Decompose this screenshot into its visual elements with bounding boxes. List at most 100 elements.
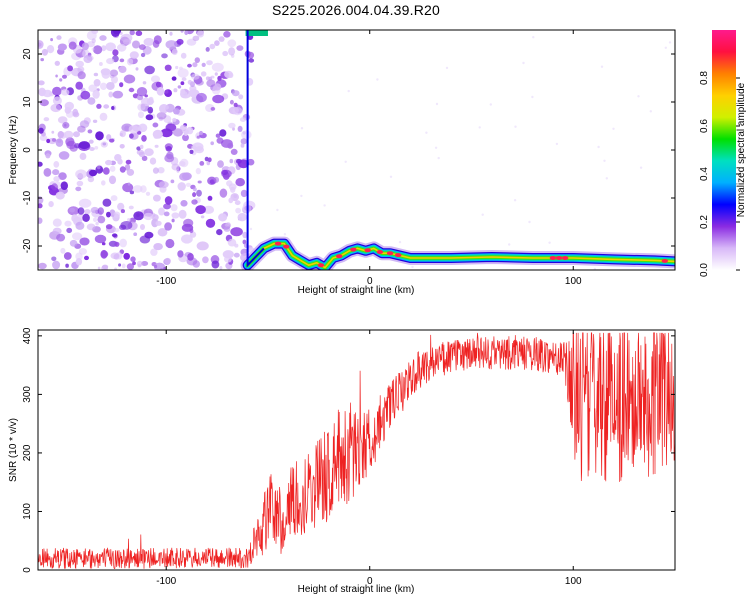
noise-blob [105, 159, 113, 166]
noise-blob [72, 108, 79, 116]
noise-blob [101, 242, 106, 246]
noise-blob [154, 264, 158, 269]
noise-blob [64, 101, 75, 111]
noise-blob [135, 67, 139, 71]
noise-blob [100, 68, 111, 76]
noise-blob [65, 110, 74, 118]
noise-blob [110, 195, 118, 202]
noise-blob [45, 153, 51, 159]
signal-peak [549, 256, 557, 260]
noise-speck [603, 159, 606, 162]
noise-blob [171, 48, 178, 56]
noise-blob [181, 77, 187, 81]
colorbar-gradient [712, 30, 736, 270]
noise-blob [140, 224, 145, 230]
noise-blob [197, 180, 202, 184]
noise-blob [140, 52, 146, 58]
noise-blob [219, 266, 223, 270]
noise-blob [109, 69, 119, 77]
noise-blob [119, 58, 125, 63]
noise-speck [637, 95, 640, 98]
noise-blob [106, 58, 115, 65]
noise-blob [210, 107, 216, 111]
noise-blob [89, 147, 95, 151]
noise-blob [79, 152, 87, 160]
noise-blob [191, 73, 200, 80]
noise-blob [97, 266, 101, 270]
noise-blob [171, 76, 177, 81]
noise-blob [196, 135, 200, 139]
noise-blob [139, 144, 144, 150]
noise-blob [77, 71, 86, 80]
noise-speck [283, 233, 287, 236]
noise-blob [119, 133, 123, 137]
noise-blob [206, 60, 213, 66]
spectrogram-x-axis-title: Height of straight line (km) [298, 285, 415, 296]
noise-blob [67, 65, 73, 72]
noise-blob [97, 207, 105, 215]
noise-blob [46, 138, 51, 144]
noise-blob [165, 238, 175, 249]
noise-blob [84, 209, 91, 215]
noise-blob [65, 263, 69, 268]
noise-blob [141, 155, 148, 161]
noise-blob [75, 186, 82, 192]
noise-speck [612, 127, 615, 130]
noise-blob [145, 114, 154, 121]
signal-peak [561, 256, 569, 260]
signal-peak [350, 247, 357, 252]
noise-blob [207, 195, 213, 201]
noise-blob [217, 75, 222, 81]
noise-blob [69, 207, 75, 213]
noise-blob [66, 227, 73, 234]
noise-blob [88, 139, 94, 144]
noise-blob [127, 218, 131, 222]
noise-speck [434, 146, 438, 149]
noise-speck [532, 36, 535, 39]
noise-speck [481, 213, 484, 216]
noise-blob [241, 130, 252, 140]
noise-blob [125, 159, 132, 165]
noise-blob [112, 90, 124, 99]
noise-blob [100, 82, 107, 91]
noise-speck [376, 78, 379, 81]
noise-blob [240, 138, 247, 145]
edge-signal [245, 30, 268, 36]
noise-blob [222, 50, 229, 57]
noise-blob [163, 211, 170, 217]
noise-blob [135, 30, 143, 36]
noise-blob [119, 238, 127, 248]
noise-blob [83, 54, 93, 64]
y-tick-label: -10 [22, 190, 33, 205]
noise-blob [237, 125, 243, 132]
noise-blob [38, 262, 47, 270]
noise-blob [109, 165, 116, 172]
noise-speck [555, 142, 559, 146]
noise-blob [218, 36, 225, 42]
noise-blob [232, 90, 240, 97]
noise-blob [207, 157, 212, 163]
noise-blob [165, 123, 177, 132]
noise-blob [164, 89, 169, 94]
noise-blob [219, 129, 227, 137]
noise-blob [52, 169, 60, 176]
noise-blob [60, 247, 66, 254]
noise-blob [235, 178, 245, 187]
noise-blob [187, 63, 192, 68]
noise-blob [195, 205, 206, 215]
noise-blob [102, 264, 109, 270]
noise-blob [38, 161, 43, 167]
noise-blob [54, 60, 60, 66]
noise-blob [177, 85, 182, 89]
noise-blob [124, 164, 131, 171]
noise-blob [196, 241, 209, 251]
noise-blob [237, 159, 250, 169]
noise-blob [39, 99, 49, 107]
noise-blob [193, 187, 197, 192]
noise-blob [92, 89, 100, 99]
noise-speck [489, 103, 492, 106]
noise-blob [230, 148, 238, 155]
noise-speck [531, 95, 534, 99]
